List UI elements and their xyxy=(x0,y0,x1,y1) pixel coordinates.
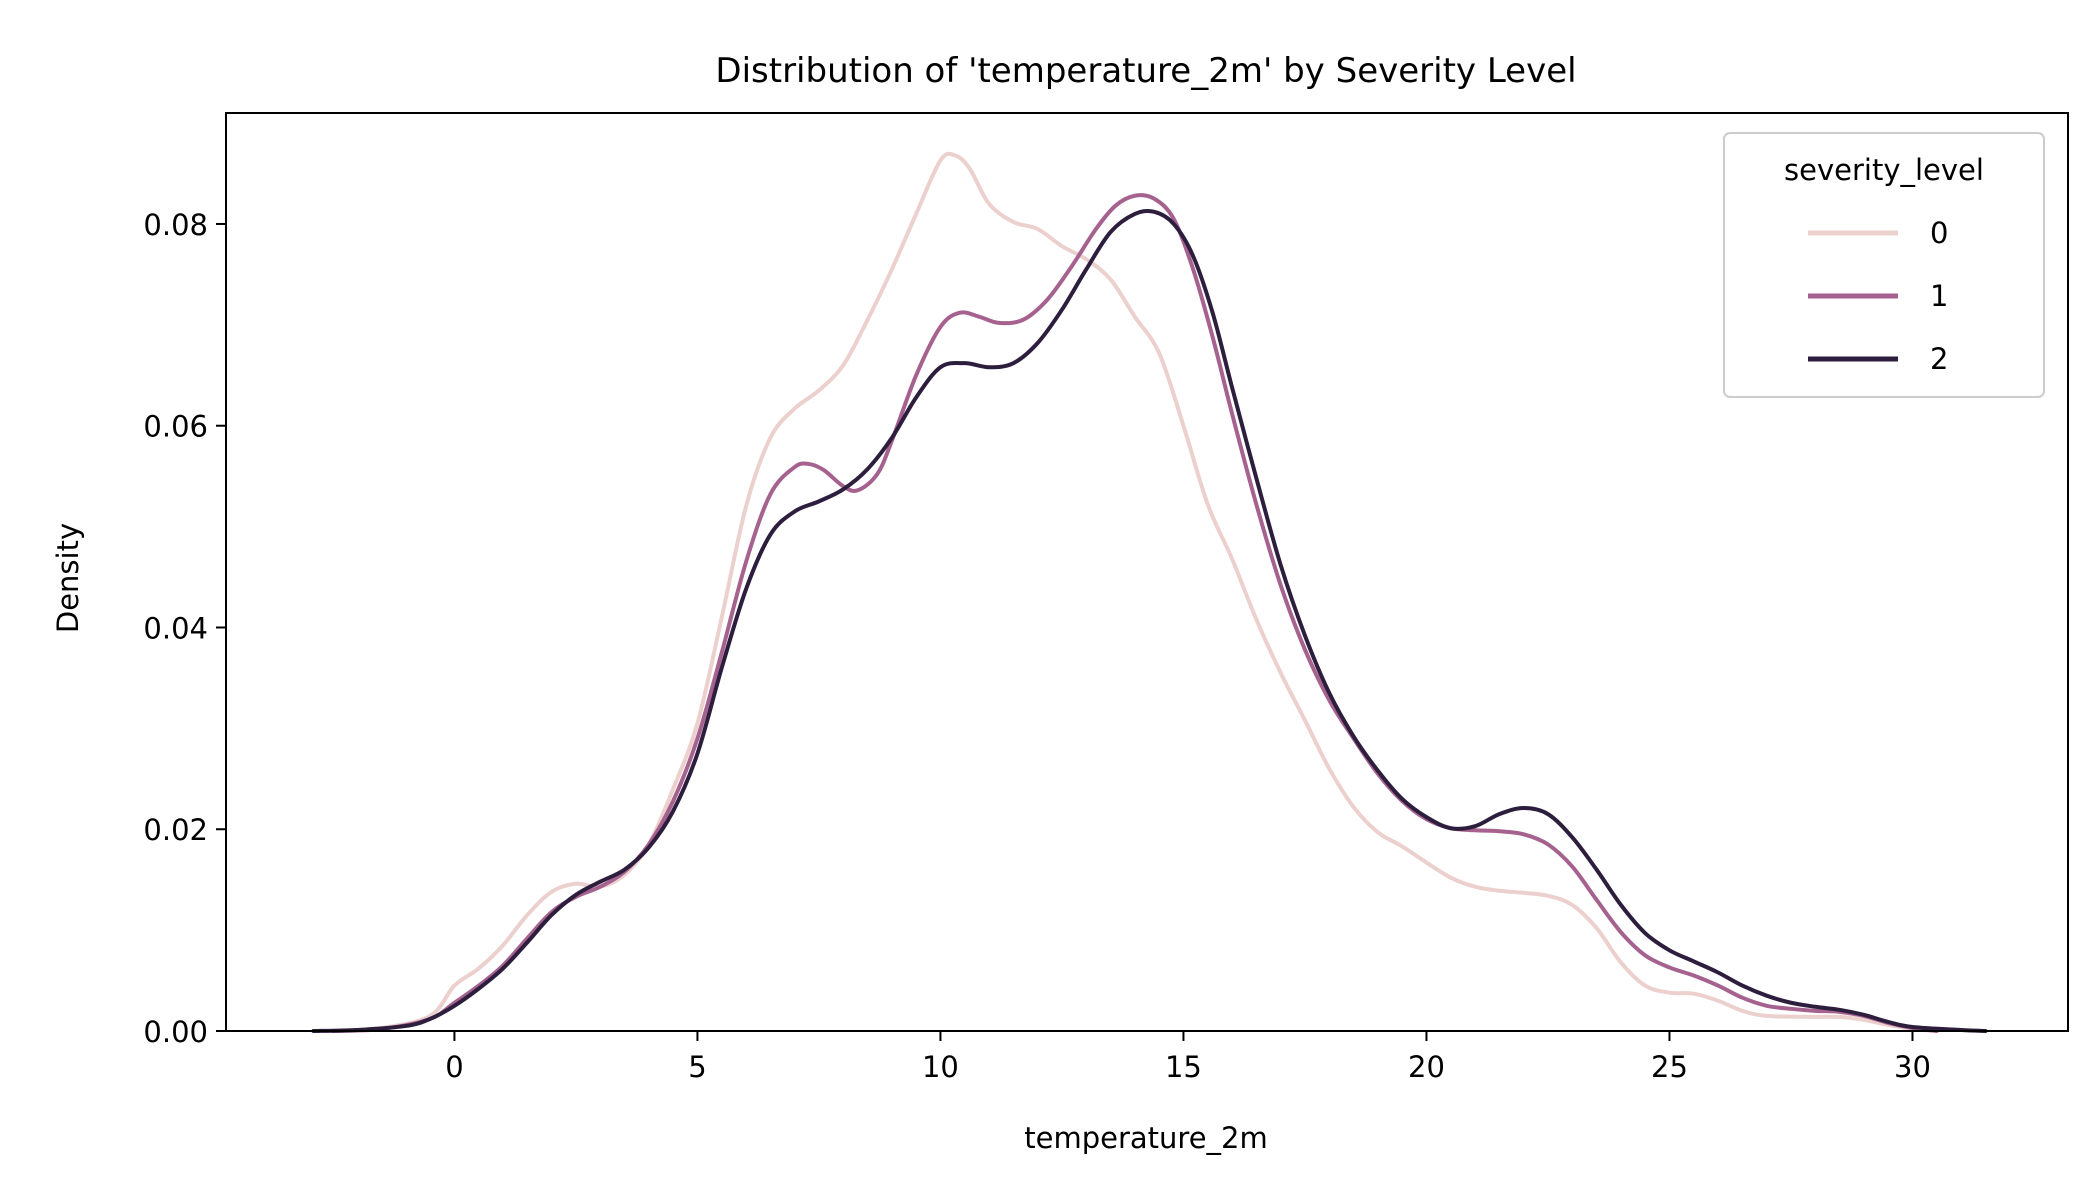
legend-title: severity_level xyxy=(1784,153,1984,187)
legend: severity_level 0 1 2 xyxy=(1723,132,2045,398)
legend-label-2: 2 xyxy=(1930,342,1948,376)
plot-frame xyxy=(225,112,2069,1032)
legend-label-0: 0 xyxy=(1930,216,1948,250)
series-line-2 xyxy=(311,208,1988,1033)
legend-label-1: 1 xyxy=(1930,279,1948,313)
plot-area xyxy=(225,112,2069,1033)
x-tick-label: 5 xyxy=(688,1050,706,1084)
legend-box xyxy=(1723,132,2045,398)
series-group xyxy=(311,151,1988,1033)
y-tick-label: 0.00 xyxy=(143,1015,208,1049)
y-axis: 0.00 0.02 0.04 0.06 0.08 xyxy=(143,208,226,1049)
chart-title: Distribution of 'temperature_2m' by Seve… xyxy=(715,51,1576,91)
series-line-1 xyxy=(330,193,1939,1033)
x-tick-label: 15 xyxy=(1165,1050,1202,1084)
x-tick-label: 10 xyxy=(922,1050,959,1084)
y-tick-label: 0.04 xyxy=(143,611,208,645)
x-tick-label: 30 xyxy=(1894,1050,1931,1084)
x-axis-label: temperature_2m xyxy=(1024,1121,1267,1155)
y-tick-label: 0.06 xyxy=(143,410,208,444)
x-axis: 0 5 10 15 20 25 30 xyxy=(445,1031,1931,1084)
legend-entries: 0 1 2 xyxy=(1808,216,1948,376)
x-tick-label: 25 xyxy=(1651,1050,1688,1084)
x-tick-label: 20 xyxy=(1408,1050,1445,1084)
x-tick-label: 0 xyxy=(445,1050,463,1084)
y-tick-label: 0.08 xyxy=(143,208,208,242)
y-axis-label: Density xyxy=(51,523,85,633)
y-tick-label: 0.02 xyxy=(143,813,208,847)
